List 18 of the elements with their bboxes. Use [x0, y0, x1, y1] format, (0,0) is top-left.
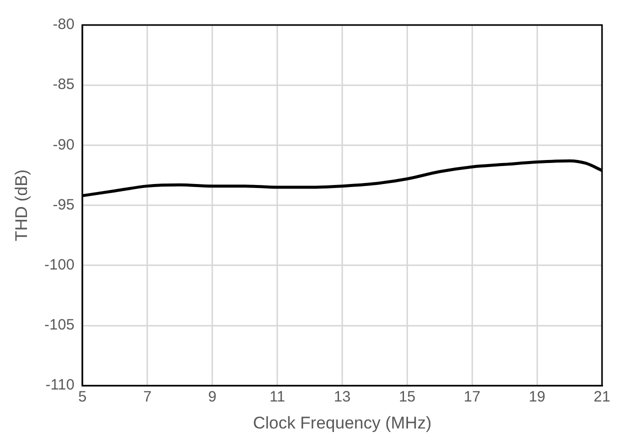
- x-tick-label: 15: [398, 388, 416, 406]
- y-axis-title: THD (dB): [12, 169, 31, 242]
- x-tick-label: 9: [208, 388, 216, 406]
- x-tick-label: 7: [143, 388, 152, 406]
- y-tick-label: -105: [44, 316, 74, 334]
- y-tick-label: -95: [52, 196, 74, 214]
- x-tick-label: 13: [334, 388, 351, 406]
- x-tick-label: 5: [78, 388, 87, 406]
- y-tick-label: -90: [52, 136, 74, 154]
- x-tick-label: 21: [594, 388, 610, 406]
- x-tick-label: 19: [528, 388, 546, 406]
- y-tick-label: -110: [46, 376, 74, 394]
- y-tick-label: -85: [52, 76, 74, 94]
- y-tick-label: -100: [44, 256, 74, 274]
- x-tick-label: 17: [464, 388, 480, 406]
- y-tick-label: -80: [52, 16, 74, 34]
- x-tick-label: 11: [269, 388, 286, 406]
- x-axis-title: Clock Frequency (MHz): [252, 413, 432, 432]
